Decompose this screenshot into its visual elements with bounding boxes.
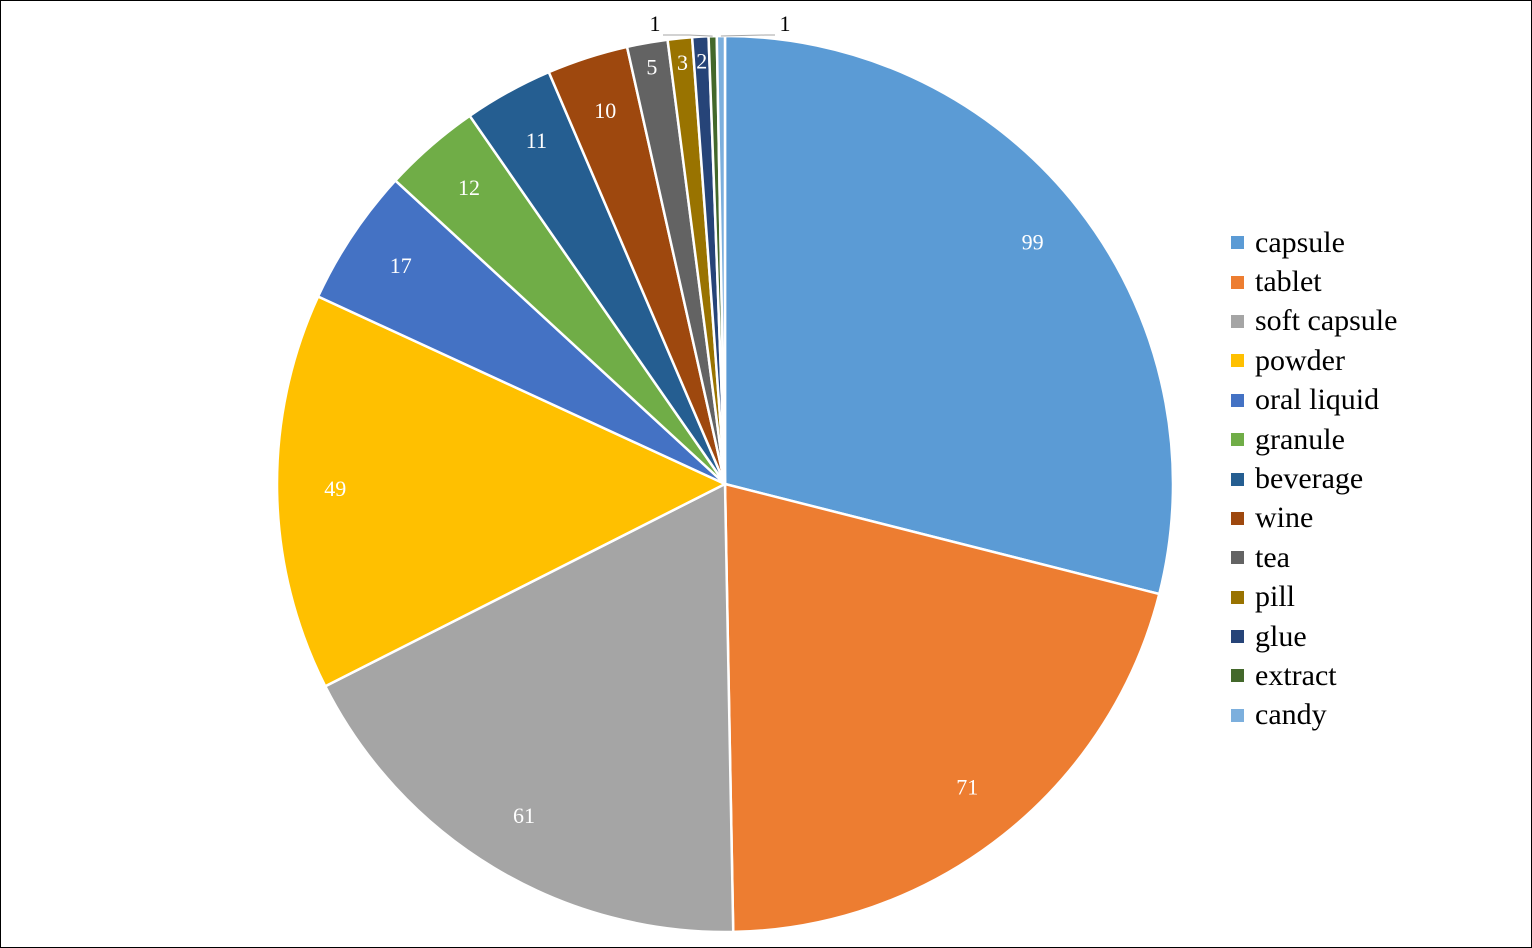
legend-label-capsule: capsule [1255, 225, 1345, 259]
pie-slice-soft-capsule [323, 481, 735, 934]
legend-item-capsule: capsule [1231, 223, 1397, 262]
legend-swatch-capsule [1231, 236, 1244, 250]
data-label-glue: 2 [696, 49, 707, 74]
legend-swatch-soft-capsule [1231, 314, 1244, 328]
legend-item-powder: powder [1231, 341, 1397, 380]
data-label-pill: 3 [677, 50, 688, 75]
legend-label-granule: granule [1255, 422, 1345, 456]
legend-item-wine: wine [1231, 499, 1397, 538]
data-label-candy: 1 [780, 11, 791, 36]
data-label-soft-capsule: 61 [513, 803, 535, 828]
legend-swatch-tea [1231, 551, 1244, 565]
legend-swatch-beverage [1231, 472, 1244, 486]
pie-slice-capsule [723, 34, 1175, 596]
data-label-oral-liquid: 17 [390, 253, 412, 278]
legend-swatch-tablet [1231, 275, 1244, 289]
legend-item-pill: pill [1231, 578, 1397, 617]
legend-item-granule: granule [1231, 420, 1397, 459]
legend-label-candy: candy [1255, 698, 1327, 732]
legend-label-glue: glue [1255, 619, 1307, 653]
legend-swatch-extract [1231, 669, 1244, 683]
legend-label-powder: powder [1255, 343, 1345, 377]
legend-label-soft-capsule: soft capsule [1255, 304, 1398, 338]
legend-item-soft-capsule: soft capsule [1231, 302, 1397, 341]
legend-item-candy: candy [1231, 696, 1397, 735]
legend-swatch-candy [1231, 708, 1244, 722]
legend-item-glue: glue [1231, 617, 1397, 656]
legend-swatch-pill [1231, 590, 1244, 604]
data-label-beverage: 11 [526, 128, 547, 153]
leader-line-candy [720, 34, 775, 37]
pie-slice-tablet [723, 482, 1161, 934]
legend-label-beverage: beverage [1255, 462, 1364, 496]
data-label-tablet: 71 [956, 774, 978, 799]
legend-label-wine: wine [1255, 501, 1314, 535]
legend: capsule tablet soft capsule powder oral liqu… [1231, 223, 1397, 735]
legend-swatch-powder [1231, 354, 1244, 368]
data-label-granule: 12 [458, 175, 480, 200]
legend-label-pill: pill [1255, 580, 1296, 614]
data-label-wine: 10 [594, 98, 616, 123]
legend-label-tablet: tablet [1255, 265, 1322, 299]
data-label-powder: 49 [324, 476, 346, 501]
legend-item-beverage: beverage [1231, 459, 1397, 498]
data-label-extract: 1 [650, 11, 661, 36]
legend-swatch-granule [1231, 433, 1244, 447]
legend-label-tea: tea [1255, 540, 1290, 574]
legend-label-oral-liquid: oral liquid [1255, 383, 1380, 417]
legend-label-extract: extract [1255, 658, 1337, 692]
legend-swatch-oral-liquid [1231, 393, 1244, 407]
legend-swatch-glue [1231, 630, 1244, 644]
legend-item-extract: extract [1231, 656, 1397, 695]
legend-item-tea: tea [1231, 538, 1397, 577]
data-label-tea: 5 [646, 54, 657, 79]
legend-swatch-wine [1231, 511, 1244, 525]
pie-slice-powder [275, 294, 728, 688]
legend-item-oral-liquid: oral liquid [1231, 381, 1397, 420]
data-label-capsule: 99 [1022, 230, 1044, 255]
legend-item-tablet: tablet [1231, 262, 1397, 301]
leader-line-extract [663, 34, 713, 37]
